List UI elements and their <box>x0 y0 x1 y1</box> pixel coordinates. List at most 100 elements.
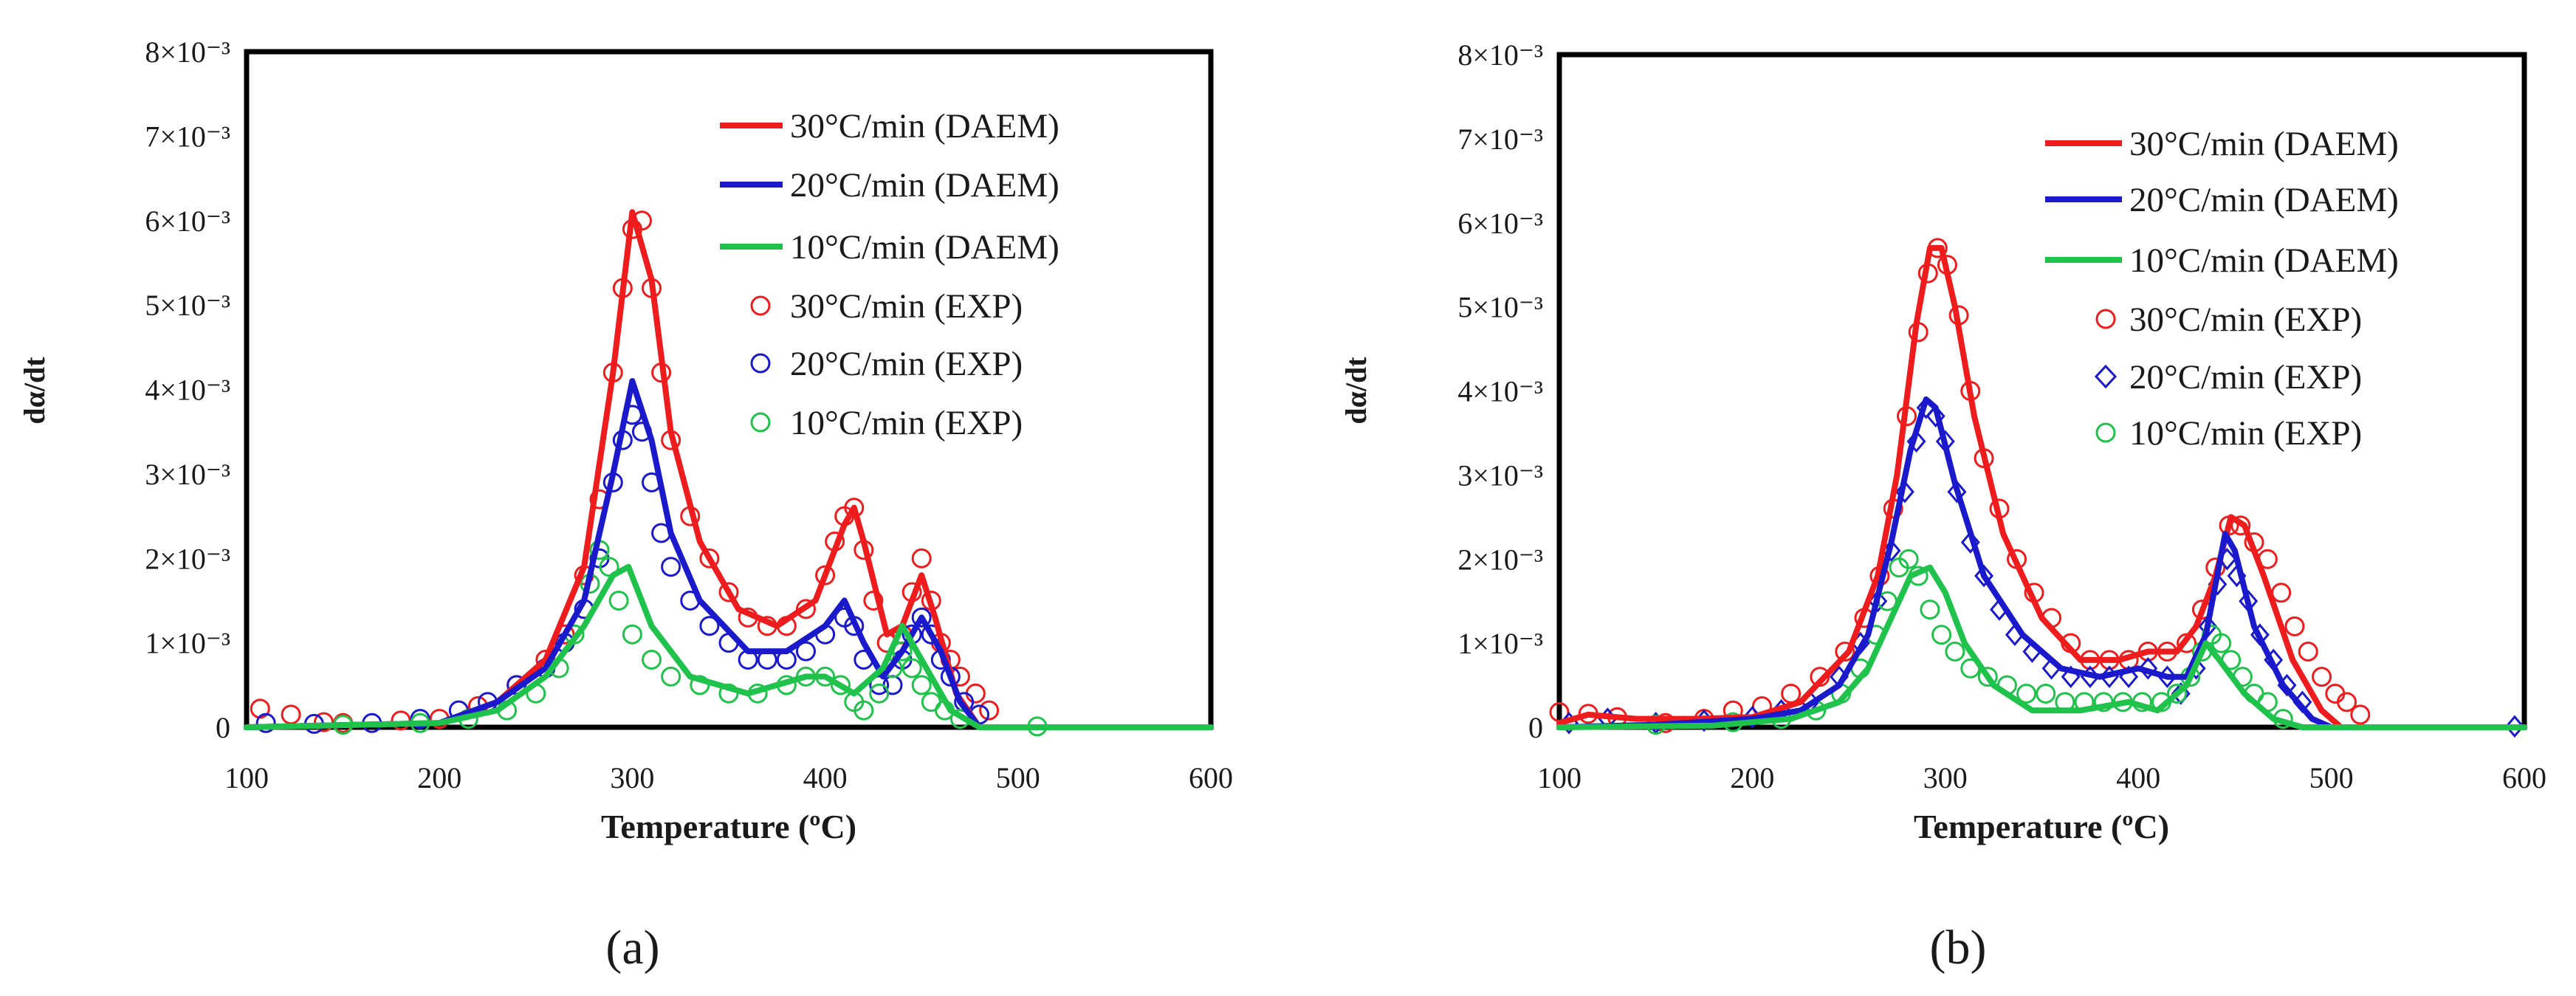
x-tick-label-a-4: 500 <box>996 761 1040 794</box>
exp-point-b-2-15 <box>1977 667 1998 687</box>
x-axis-label-a: Temperature (ºC) <box>601 808 856 845</box>
exp-point-a-2-11 <box>622 624 642 645</box>
y-axis-label-b: dα/dt <box>1339 357 1373 425</box>
y-tick-label-a-5: 5×10⁻³ <box>145 289 230 322</box>
exp-point-a-1-17 <box>661 557 681 577</box>
exp-point-a-0-20 <box>699 548 720 569</box>
model-lines-a <box>244 209 1214 730</box>
exp-point-b-0-9 <box>1835 642 1855 662</box>
exp-point-a-1-19 <box>699 616 720 636</box>
y-tick-label-b-6: 6×10⁻³ <box>1457 207 1543 240</box>
x-axis-label-b: Temperature (ºC) <box>1914 808 2169 845</box>
exp-point-a-2-23 <box>869 683 890 704</box>
x-tick-label-a-2: 300 <box>610 761 654 794</box>
plot-area-frame-a <box>244 49 1214 730</box>
daem-line-a-2 <box>244 563 1214 730</box>
caption-b: (b) <box>1930 921 1987 975</box>
model-lines-b <box>1556 244 2527 730</box>
legend-label-b-0: 30°C/min (DAEM) <box>2129 125 2399 163</box>
legend-b: 30°C/min (DAEM) 20°C/min (DAEM) 10°C/min… <box>2045 125 2399 453</box>
exp-point-b-2-12 <box>1931 625 1952 645</box>
x-tick-label-b-3: 400 <box>2116 761 2160 794</box>
y-tick-label-b-0: 0 <box>1528 711 1543 744</box>
exp-point-b-0-40 <box>2298 642 2318 662</box>
exp-point-b-2-11 <box>1920 600 1940 620</box>
exp-point-a-2-28 <box>921 692 941 712</box>
exp-point-b-1-17 <box>1960 531 1980 554</box>
legend-label-a-0: 30°C/min (DAEM) <box>790 107 1059 145</box>
exp-point-a-2-12 <box>642 650 662 670</box>
exp-point-a-0-21 <box>718 582 739 602</box>
x-tick-label-a-1: 200 <box>417 761 461 794</box>
exp-point-a-1-0 <box>255 712 276 733</box>
y-tick-label-a-4: 4×10⁻³ <box>145 374 230 407</box>
exp-point-a-0-1 <box>281 704 301 725</box>
legend-label-b-5: 10°C/min (EXP) <box>2129 414 2362 453</box>
daem-line-a-0 <box>244 209 1214 730</box>
y-tick-label-b-8: 8×10⁻³ <box>1457 38 1543 72</box>
legend-marker-a-3 <box>750 295 771 316</box>
exp-point-b-1-18 <box>1974 564 1994 588</box>
y-tick-label-a-2: 2×10⁻³ <box>145 542 230 575</box>
exp-point-b-2-9 <box>1898 549 1919 569</box>
exp-point-a-2-26 <box>901 658 922 679</box>
daem-line-b-0 <box>1556 244 2527 730</box>
y-tick-label-a-7: 7×10⁻³ <box>145 120 230 153</box>
legend-label-a-5: 10°C/min (EXP) <box>790 404 1023 442</box>
panel-b: 0 1×10⁻³ 2×10⁻³ 3×10⁻³ 4×10⁻³ 5×10⁻³ 6×10⁻³ 7×1… <box>1339 38 2546 975</box>
exp-point-b-0-38 <box>2271 583 2292 603</box>
x-tick-label-b-4: 500 <box>2309 761 2354 794</box>
legend-label-a-2: 10°C/min (DAEM) <box>790 228 1059 267</box>
exp-point-a-0-2 <box>313 712 334 732</box>
legend-label-b-4: 20°C/min (EXP) <box>2129 358 2362 396</box>
legend-label-b-1: 20°C/min (DAEM) <box>2129 181 2399 219</box>
exp-point-b-1-40 <box>2504 715 2524 738</box>
y-axis-label-a: dα/dt <box>18 357 51 425</box>
x-tick-label-a-0: 100 <box>224 761 269 794</box>
y-tick-label-b-7: 7×10⁻³ <box>1457 123 1543 156</box>
exp-point-a-0-26 <box>815 565 836 585</box>
legend-marker-b-3 <box>2095 309 2116 329</box>
exp-point-b-2-29 <box>2211 633 2232 653</box>
x-tick-label-b-2: 300 <box>1923 761 1968 794</box>
legend-label-a-1: 20°C/min (DAEM) <box>790 166 1059 205</box>
exp-point-b-0-41 <box>2312 667 2332 687</box>
y-tick-label-a-8: 8×10⁻³ <box>145 35 230 69</box>
y-tick-label-b-2: 2×10⁻³ <box>1457 543 1543 576</box>
exp-point-b-1-27 <box>2138 656 2158 680</box>
exp-point-a-0-4 <box>391 710 411 731</box>
exp-point-a-1-30 <box>882 675 903 696</box>
daem-line-a-1 <box>244 378 1214 730</box>
exp-point-b-2-17 <box>2016 683 2037 704</box>
exp-point-a-2-22 <box>853 700 874 721</box>
legend-label-a-3: 30°C/min (EXP) <box>790 287 1023 326</box>
exp-point-a-1-33 <box>911 607 932 628</box>
exp-point-b-2-25 <box>2166 683 2187 704</box>
legend-a: 30°C/min (DAEM) 20°C/min (DAEM) 10°C/min… <box>720 107 1059 442</box>
exp-point-a-1-29 <box>869 675 890 696</box>
exp-point-b-1-14 <box>1926 405 1945 427</box>
legend-marker-b-5 <box>2095 422 2116 443</box>
exp-point-a-0-25 <box>795 599 816 619</box>
exp-point-a-2-13 <box>661 666 681 687</box>
daem-line-b-2 <box>1556 564 2527 730</box>
x-tick-label-b-5: 600 <box>2502 761 2546 794</box>
exp-point-b-0-39 <box>2284 616 2305 636</box>
exp-point-a-0-40 <box>965 683 986 704</box>
legend-label-a-4: 20°C/min (EXP) <box>790 345 1023 383</box>
y-tick-label-b-5: 5×10⁻³ <box>1457 291 1543 324</box>
legend-marker-a-4 <box>750 353 771 374</box>
exp-point-b-0-7 <box>1781 683 1802 704</box>
x-tick-labels-a: 100 200 300 400 500 600 <box>224 761 1233 794</box>
exp-point-a-2-9 <box>599 557 619 577</box>
exp-point-b-1-11 <box>1895 480 1914 504</box>
x-tick-label-a-3: 400 <box>803 761 848 794</box>
y-tick-label-b-4: 4×10⁻³ <box>1457 375 1543 408</box>
exp-point-a-0-35 <box>911 548 932 569</box>
exp-point-a-0-41 <box>979 700 1000 721</box>
x-tick-label-b-1: 200 <box>1730 761 1774 794</box>
y-tick-labels-b: 0 1×10⁻³ 2×10⁻³ 3×10⁻³ 4×10⁻³ 5×10⁻³ 6×10⁻³ 7×1… <box>1457 38 1543 744</box>
y-tick-label-a-3: 3×10⁻³ <box>145 458 230 491</box>
exp-point-b-2-18 <box>2036 683 2056 704</box>
